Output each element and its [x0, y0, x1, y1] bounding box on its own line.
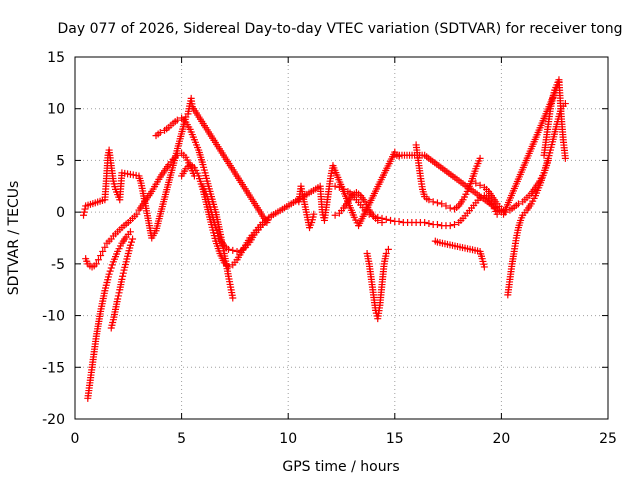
y-tick-label: -10 — [42, 309, 65, 325]
y-tick-label: 5 — [56, 153, 65, 169]
data-point — [468, 177, 476, 185]
data-point — [229, 246, 237, 254]
data-point — [446, 204, 454, 212]
data-point — [107, 264, 115, 272]
series-arc-1 — [82, 149, 198, 271]
data-point-interp — [119, 272, 127, 280]
data-point — [133, 210, 141, 218]
data-point — [129, 235, 137, 243]
data-point — [555, 78, 563, 86]
data-point-interp — [127, 238, 135, 246]
y-tick-label: -15 — [42, 360, 65, 376]
data-point — [80, 211, 88, 219]
data-point — [382, 250, 390, 258]
data-point-interp — [114, 292, 122, 300]
series-arc-13 — [431, 237, 488, 271]
data-point — [421, 218, 429, 226]
y-tick-labels: -20 -15 -10 -5 0 5 10 15 — [42, 50, 65, 428]
x-tick-label: 15 — [386, 431, 404, 447]
data-point — [395, 217, 403, 225]
data-point — [514, 200, 522, 208]
data-point — [229, 294, 237, 302]
data-point — [101, 243, 109, 251]
series-arc-3 — [107, 235, 137, 332]
series-arc-7 — [295, 182, 318, 232]
data-point — [553, 84, 561, 92]
data-point-interp — [81, 205, 89, 213]
data-point — [114, 295, 122, 303]
data-point-interp — [108, 261, 116, 269]
data-point — [384, 245, 392, 253]
data-point — [310, 210, 318, 218]
axis-ticks — [74, 56, 609, 420]
data-point — [425, 196, 433, 204]
data-point — [97, 252, 105, 260]
series-arc-12 — [412, 141, 484, 213]
data-point — [476, 181, 484, 189]
y-axis-label: SDTVAR / TECUs — [6, 181, 22, 296]
series-arc-2 — [84, 228, 134, 402]
x-tick-label: 5 — [177, 431, 186, 447]
y-tick-label: -20 — [42, 412, 65, 428]
y-tick-label: 10 — [47, 102, 65, 118]
data-point — [156, 129, 164, 137]
data-point — [99, 247, 107, 255]
data-point — [173, 116, 181, 124]
data-point — [433, 221, 441, 229]
data-point-interp — [554, 81, 562, 89]
data-point — [450, 221, 458, 229]
data-point — [233, 247, 241, 255]
x-tick-label: 10 — [279, 431, 297, 447]
data-point — [433, 199, 441, 207]
data-point — [476, 154, 484, 162]
x-tick-label: 0 — [71, 431, 80, 447]
series-arc-6 — [199, 182, 271, 255]
data-point — [446, 222, 454, 230]
data-point — [387, 216, 395, 224]
data-point — [472, 179, 480, 187]
series-arc-9 — [331, 188, 386, 226]
data-point — [442, 202, 450, 210]
data-point — [225, 263, 233, 271]
series-arc-10 — [363, 245, 392, 323]
data-point — [374, 216, 382, 224]
data-point-interp — [80, 208, 88, 216]
data-point-interp — [119, 269, 127, 277]
data-point — [378, 218, 386, 226]
data-point — [92, 260, 100, 268]
data-point — [429, 198, 437, 206]
y-tick-label: 0 — [56, 205, 65, 221]
data-point — [105, 270, 113, 278]
x-tick-label: 25 — [599, 431, 617, 447]
data-points — [80, 76, 569, 402]
data-point-interp — [115, 289, 123, 297]
data-point — [561, 154, 569, 162]
plot-frame — [74, 56, 609, 420]
data-point — [225, 245, 233, 253]
data-point — [94, 256, 102, 264]
y-tick-label: -5 — [51, 257, 65, 273]
data-point — [126, 228, 134, 236]
data-point — [438, 200, 446, 208]
data-point-interp — [106, 267, 114, 275]
x-axis-label: GPS time / hours — [282, 459, 399, 475]
data-point — [126, 241, 134, 249]
series-spikes — [80, 78, 563, 242]
grid — [75, 57, 608, 419]
data-point — [118, 275, 126, 283]
x-tick-labels: 0 5 10 15 20 25 — [71, 431, 617, 447]
data-point — [480, 263, 488, 271]
x-tick-label: 20 — [492, 431, 510, 447]
y-tick-label: 15 — [47, 50, 65, 66]
data-point — [425, 220, 433, 228]
chart-title: Day 077 of 2026, Sidereal Day-to-day VTE… — [57, 21, 622, 37]
data-point — [382, 215, 390, 223]
series-arc-4 — [152, 114, 237, 302]
data-point — [331, 211, 339, 219]
